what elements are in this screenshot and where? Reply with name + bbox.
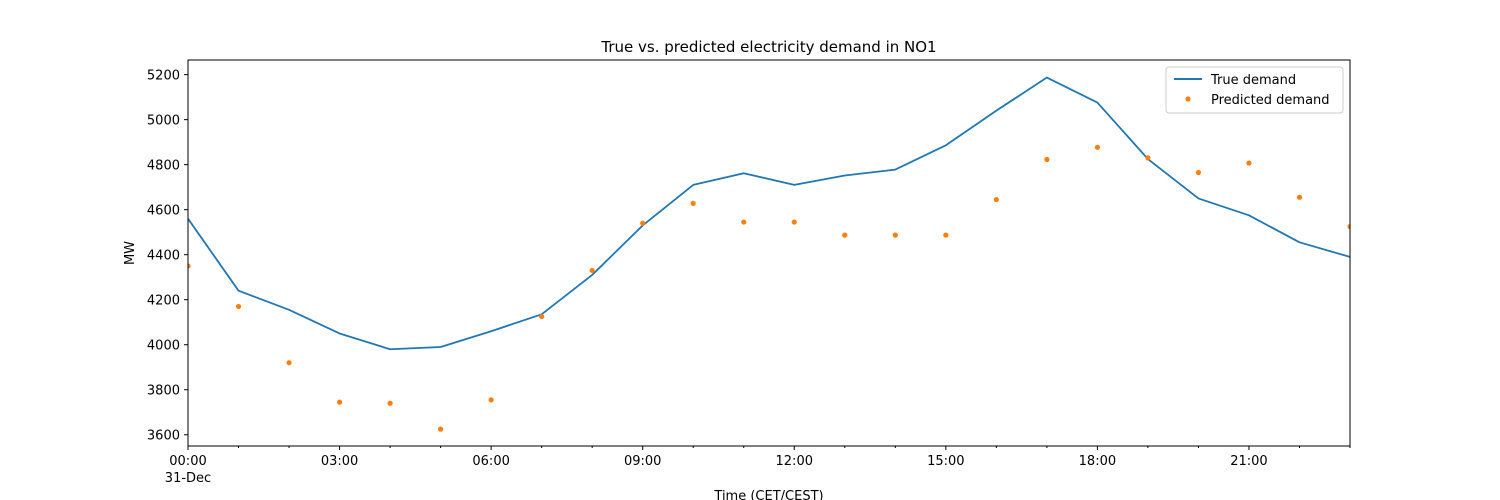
y-tick-label: 4800 bbox=[147, 159, 180, 174]
series-predicted-demand-point bbox=[1296, 194, 1303, 200]
series-predicted-demand-point bbox=[1246, 160, 1252, 166]
y-axis-label: MW bbox=[123, 241, 138, 265]
y-axis: 3600 3800 4000 4200 4400 4600 4800 5000 5200 bbox=[147, 69, 188, 444]
series-predicted-demand-point bbox=[741, 219, 747, 225]
x-axis-label: Time (CET/CEST) bbox=[713, 489, 823, 500]
x-tick-label: 18:00 bbox=[1079, 454, 1116, 469]
y-tick-label: 4200 bbox=[147, 294, 180, 309]
y-tick-label: 3600 bbox=[147, 429, 180, 444]
x-axis: 00:00 03:00 06:00 09:00 12:00 15:00 18:00 21:00 bbox=[169, 446, 1351, 469]
series-predicted-demand-point bbox=[1044, 156, 1050, 163]
legend-true-demand-label: True demand bbox=[1210, 73, 1296, 88]
series-predicted-demand-point bbox=[336, 399, 343, 405]
plot-area bbox=[187, 59, 1351, 447]
x-tick-label: 06:00 bbox=[472, 454, 509, 469]
series-predicted-demand-point bbox=[589, 267, 595, 274]
series-predicted-demand-point bbox=[842, 232, 848, 238]
series-predicted-demand-point bbox=[1145, 155, 1151, 161]
legend-predicted-demand-label: Predicted demand bbox=[1211, 93, 1330, 108]
series-predicted-demand-point bbox=[387, 400, 393, 406]
series-predicted-demand-point bbox=[235, 303, 242, 310]
series-predicted-demand-point bbox=[188, 263, 191, 269]
series-layer bbox=[188, 76, 1350, 432]
plot-frame bbox=[187, 59, 1351, 447]
x-tick-label: 15:00 bbox=[927, 454, 964, 469]
legend: True demand Predicted demand bbox=[1165, 66, 1344, 114]
series-predicted-demand-point bbox=[993, 196, 999, 203]
series-predicted-demand-point bbox=[539, 313, 545, 320]
x-tick-label: 03:00 bbox=[321, 454, 358, 469]
series-predicted-demand-point bbox=[488, 397, 494, 403]
series-predicted-demand-point bbox=[943, 232, 949, 238]
series-predicted-demand-point bbox=[690, 200, 696, 206]
x-tick-label: 21:00 bbox=[1230, 454, 1267, 469]
x-tick-label: 12:00 bbox=[776, 454, 813, 469]
series-predicted-demand-point bbox=[286, 360, 292, 366]
y-tick-label: 3800 bbox=[147, 384, 180, 399]
series-predicted-demand-point bbox=[438, 426, 444, 432]
chart-title: True vs. predicted electricity demand in… bbox=[600, 38, 936, 56]
y-tick-label: 4400 bbox=[147, 249, 180, 264]
series-predicted-demand-point bbox=[1195, 169, 1202, 176]
y-tick-label: 5000 bbox=[147, 114, 180, 129]
x-tick-label: 00:00 bbox=[169, 454, 206, 469]
series-predicted-demand-point bbox=[640, 220, 646, 226]
x-date-label: 31-Dec bbox=[165, 471, 211, 486]
y-tick-label: 5200 bbox=[147, 69, 180, 84]
legend-predicted-demand-swatch bbox=[1185, 96, 1191, 102]
series-predicted-demand-point bbox=[892, 232, 898, 238]
y-tick-label: 4600 bbox=[147, 204, 180, 219]
y-tick-label: 4000 bbox=[147, 339, 180, 354]
series-predicted-demand-point bbox=[791, 219, 797, 225]
legend-box bbox=[1165, 66, 1344, 114]
series-predicted-demand-point bbox=[1347, 223, 1350, 230]
series-true-demand-line bbox=[188, 76, 1350, 351]
series-predicted-demand-point bbox=[1094, 144, 1100, 150]
x-tick-label: 09:00 bbox=[624, 454, 661, 469]
